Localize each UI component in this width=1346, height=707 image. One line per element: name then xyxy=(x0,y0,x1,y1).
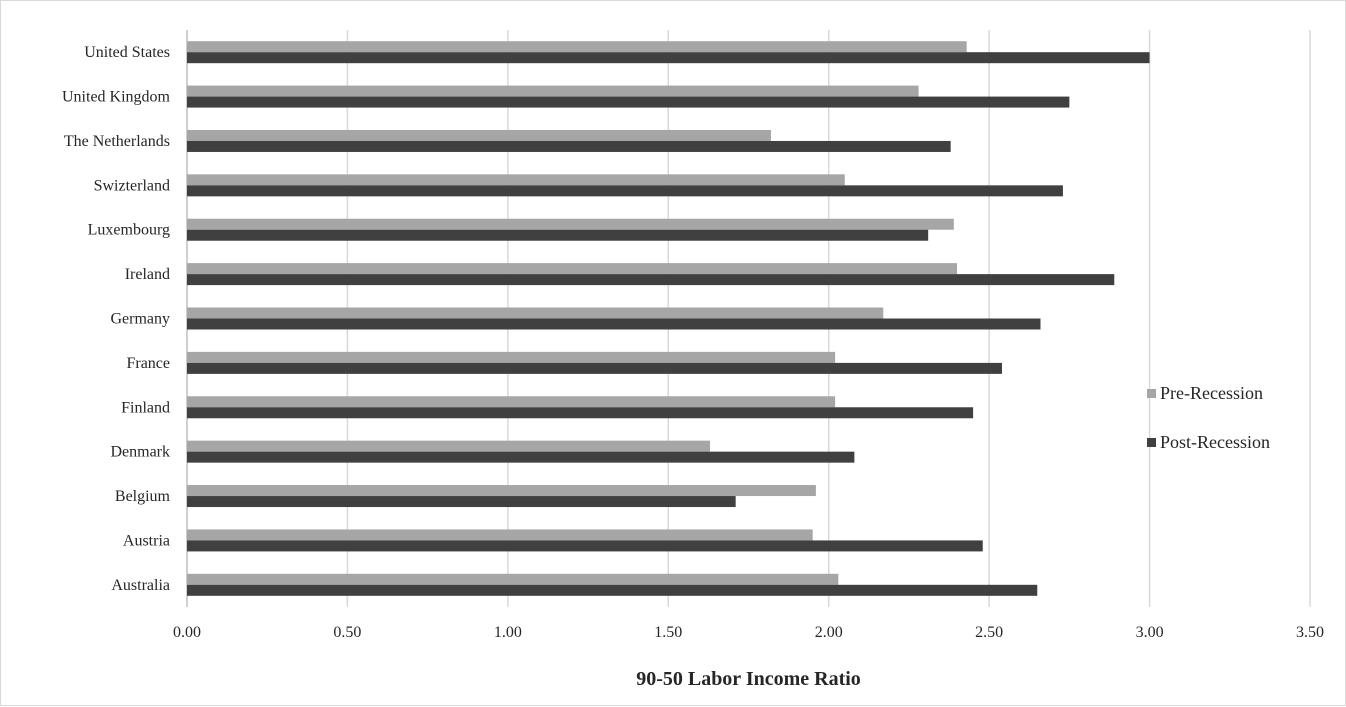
bar-pre-recession xyxy=(187,263,958,275)
x-tick-label: 1.50 xyxy=(654,624,682,641)
legend-swatch xyxy=(1147,438,1156,447)
category-label: Australia xyxy=(111,577,170,594)
bars xyxy=(187,41,1150,596)
bar-post-recession xyxy=(187,140,951,152)
legend-label: Post-Recession xyxy=(1160,432,1270,452)
bar-post-recession xyxy=(187,496,736,508)
x-axis-title: 90-50 Labor Income Ratio xyxy=(636,668,861,690)
bar-post-recession xyxy=(187,52,1150,64)
bar-pre-recession xyxy=(187,485,816,497)
legend: Pre-Recession Post-Recession xyxy=(1147,383,1270,452)
category-label: The Netherlands xyxy=(64,133,170,150)
x-tick-label: 2.00 xyxy=(815,624,843,641)
bar-pre-recession xyxy=(187,573,839,585)
bar-pre-recession xyxy=(187,529,813,541)
x-tick-label: 1.00 xyxy=(494,624,522,641)
bar-pre-recession xyxy=(187,129,771,141)
legend-swatch xyxy=(1147,389,1156,398)
bar-pre-recession xyxy=(187,174,845,186)
bar-post-recession xyxy=(187,584,1038,596)
category-label: Denmark xyxy=(110,444,170,461)
category-label: Finland xyxy=(121,399,170,416)
category-label: Luxembourg xyxy=(88,222,170,239)
bar-post-recession xyxy=(187,318,1041,330)
x-tick-label: 2.50 xyxy=(975,624,1003,641)
category-label: United States xyxy=(84,44,170,61)
category-label: France xyxy=(126,355,170,372)
bar-pre-recession xyxy=(187,218,954,230)
category-label: Belgium xyxy=(115,488,171,505)
bar-pre-recession xyxy=(187,351,836,363)
bar-pre-recession xyxy=(187,85,919,97)
bar-post-recession xyxy=(187,274,1115,286)
category-label: Swizterland xyxy=(94,177,170,194)
bar-pre-recession xyxy=(187,440,710,452)
category-label: Austria xyxy=(123,532,170,549)
x-tick-label: 3.00 xyxy=(1136,624,1164,641)
x-tick-label: 0.00 xyxy=(173,624,201,641)
x-tick-labels: 0.00 0.50 1.00 1.50 2.00 2.50 3.00 3.50 xyxy=(173,624,1324,641)
category-label: United Kingdom xyxy=(62,89,171,106)
category-labels: United States United Kingdom The Netherlan… xyxy=(62,44,171,594)
bar-post-recession xyxy=(187,540,983,552)
category-label: Ireland xyxy=(125,266,170,283)
bar-pre-recession xyxy=(187,396,836,408)
bar-post-recession xyxy=(187,229,929,241)
bar-post-recession xyxy=(187,96,1070,108)
x-tick-label: 3.50 xyxy=(1296,624,1324,641)
category-label: Germany xyxy=(110,311,170,328)
bar-post-recession xyxy=(187,451,855,463)
bar-post-recession xyxy=(187,185,1063,197)
bar-post-recession xyxy=(187,407,974,419)
bar-post-recession xyxy=(187,362,1002,374)
bar-pre-recession xyxy=(187,307,884,319)
x-tick-label: 0.50 xyxy=(333,624,361,641)
bar-pre-recession xyxy=(187,41,967,53)
legend-label: Pre-Recession xyxy=(1160,383,1263,403)
